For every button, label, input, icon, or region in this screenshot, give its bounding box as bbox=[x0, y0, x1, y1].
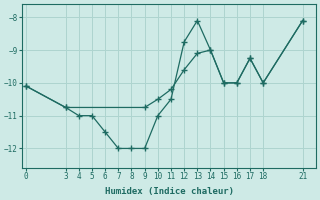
X-axis label: Humidex (Indice chaleur): Humidex (Indice chaleur) bbox=[105, 187, 234, 196]
